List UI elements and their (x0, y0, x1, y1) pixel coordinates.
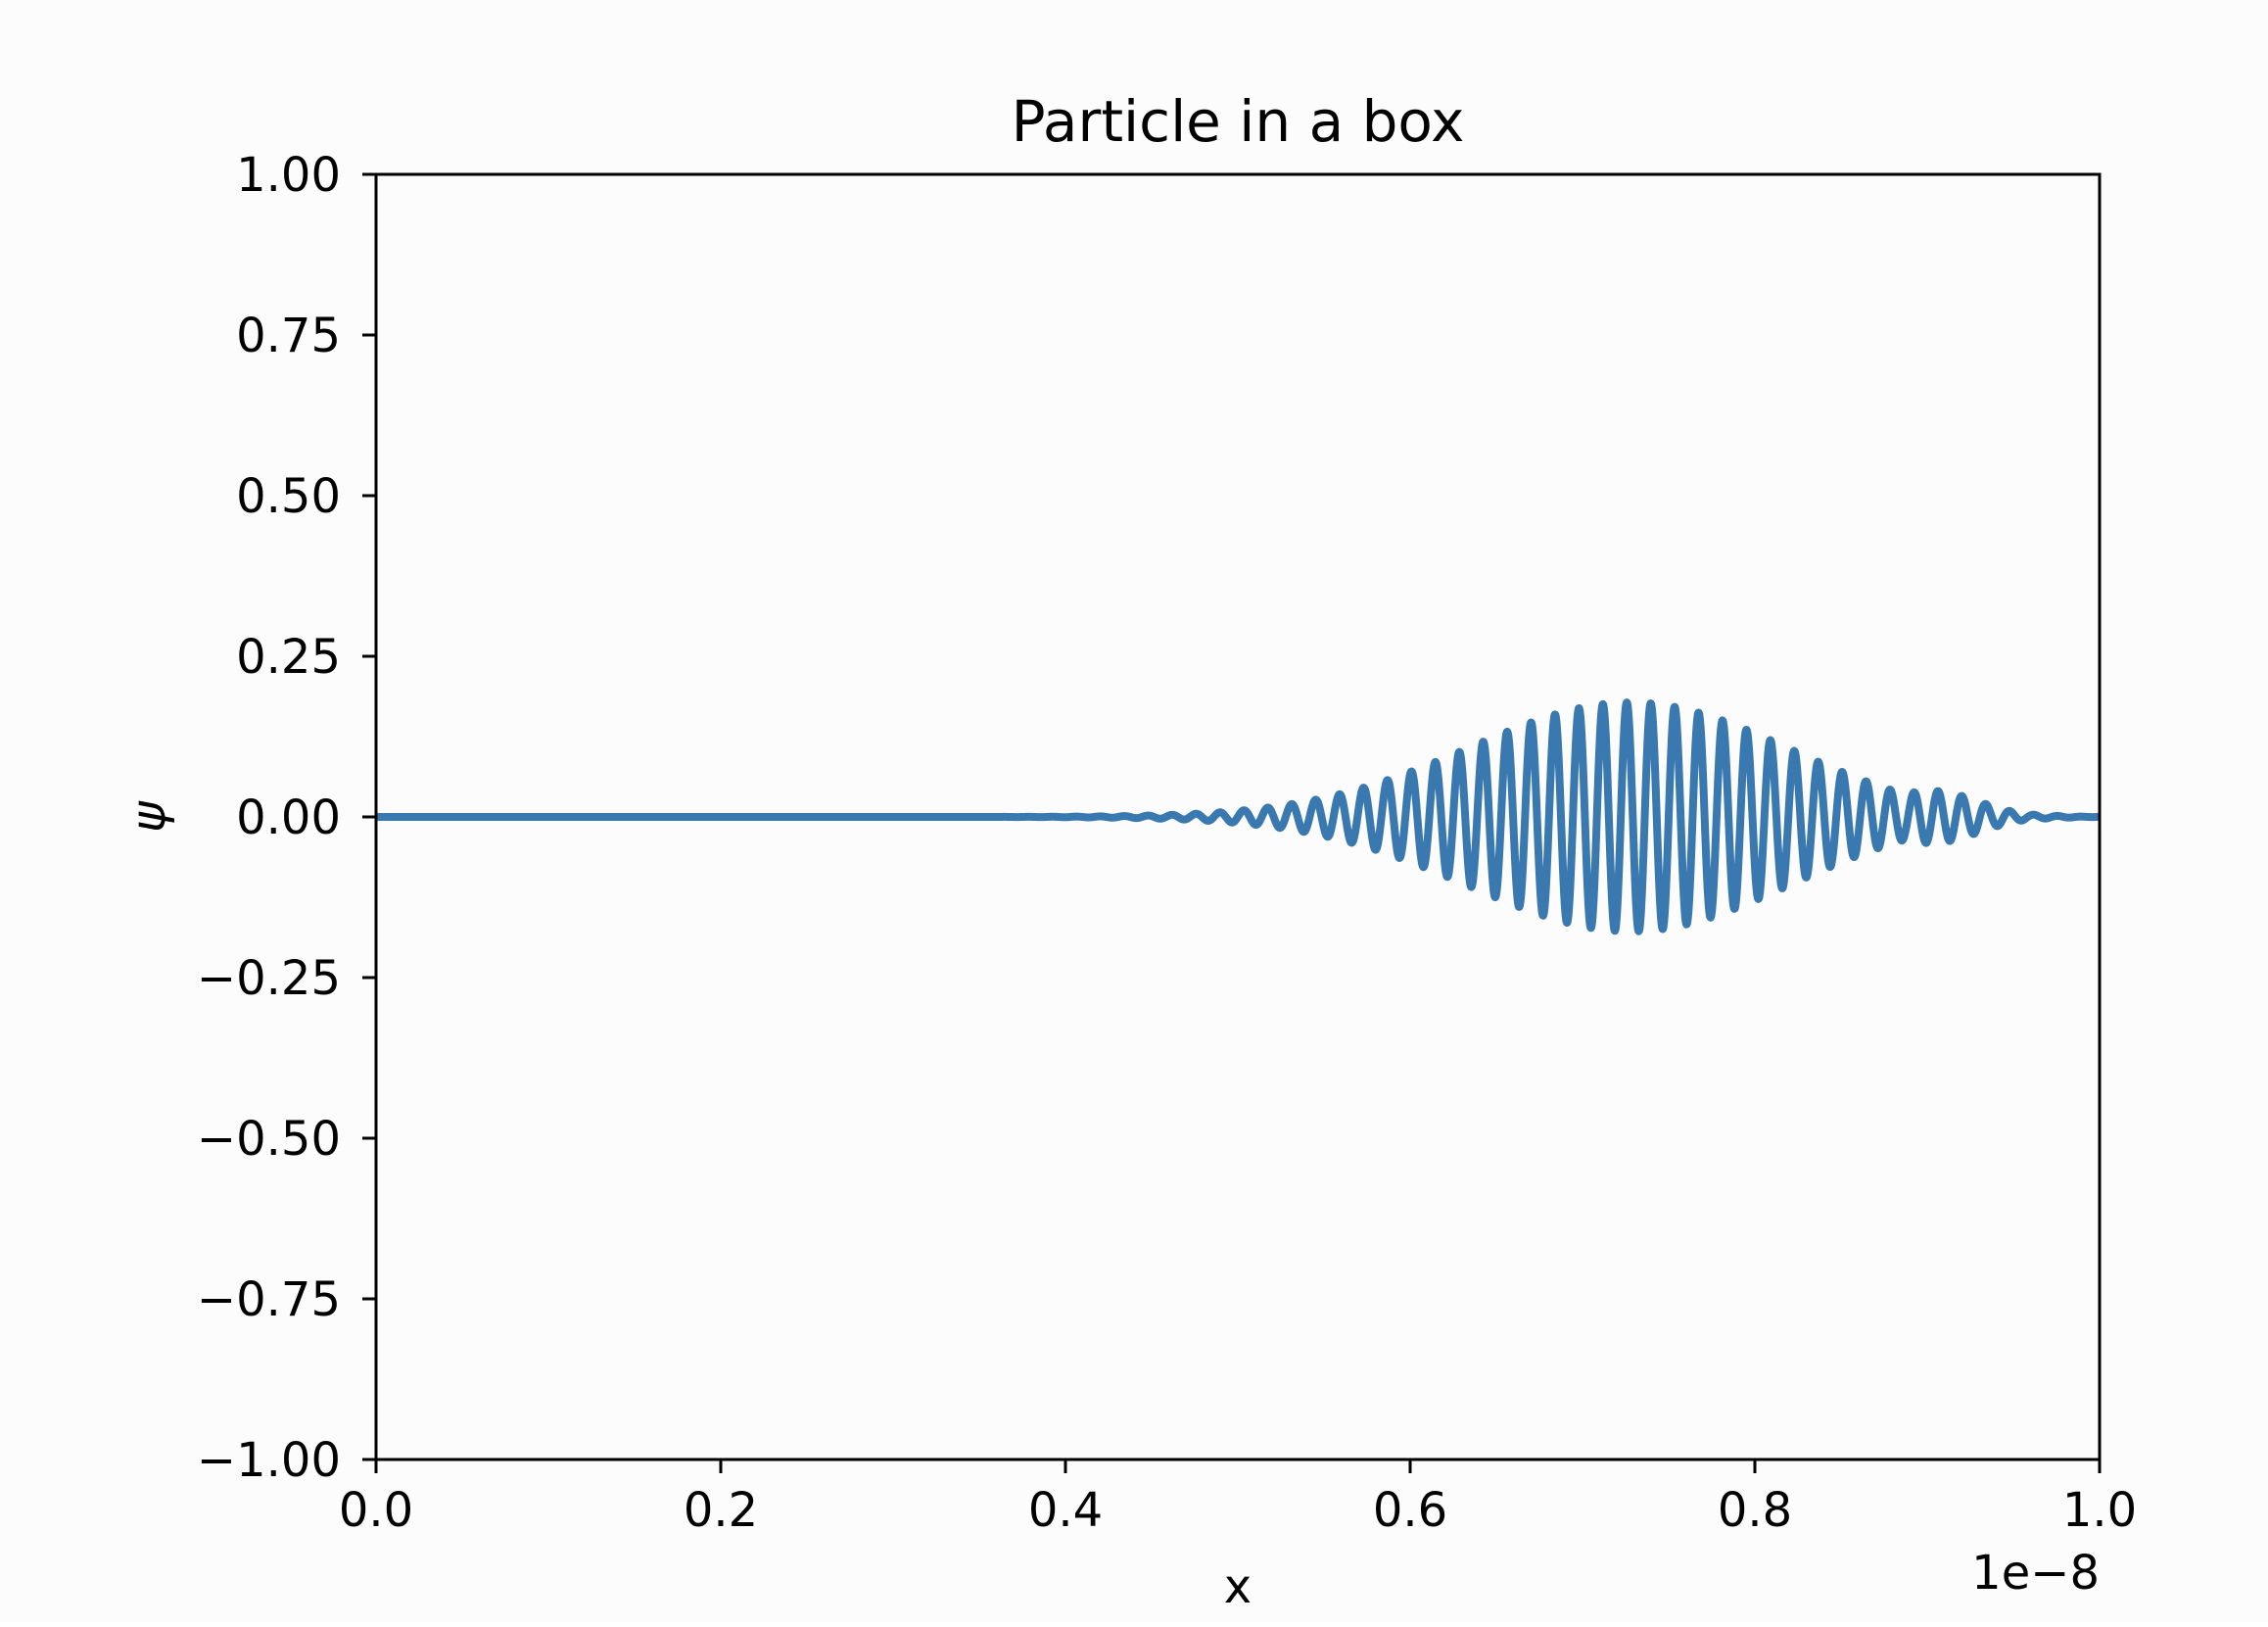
y-tick-label: −1.00 (197, 1433, 341, 1488)
x-tick-label: 0.6 (1373, 1483, 1447, 1538)
x-tick-label: 0.8 (1718, 1483, 1792, 1538)
y-axis-label: ψ (121, 800, 176, 833)
y-tick-label: 0.50 (236, 469, 341, 524)
chart-title: Particle in a box (1012, 88, 1465, 155)
y-tick-label: 1.00 (236, 148, 341, 203)
y-tick-label: 0.00 (236, 790, 341, 845)
x-axis-label: x (1224, 1559, 1252, 1614)
plot-area: 0.0 0.2 0.4 0.6 0.8 1.0 1.00 0.75 0.50 0.25 0.00 −0… (197, 148, 2137, 1538)
y-tick-label: 0.75 (236, 309, 341, 363)
series-line (372, 698, 2103, 935)
x-tick-label: 0.4 (1028, 1483, 1103, 1538)
y-tick-label: −0.25 (197, 951, 341, 1006)
x-tick-label: 0.0 (339, 1483, 413, 1538)
y-tick-label: −0.75 (197, 1272, 341, 1327)
x-tick-label: 1.0 (2062, 1483, 2137, 1538)
y-tick-label: 0.25 (236, 630, 341, 685)
x-tick-label: 0.2 (684, 1483, 758, 1538)
y-tick-label: −0.50 (197, 1112, 341, 1167)
x-axis-offset-text: 1e−8 (1971, 1546, 2100, 1601)
